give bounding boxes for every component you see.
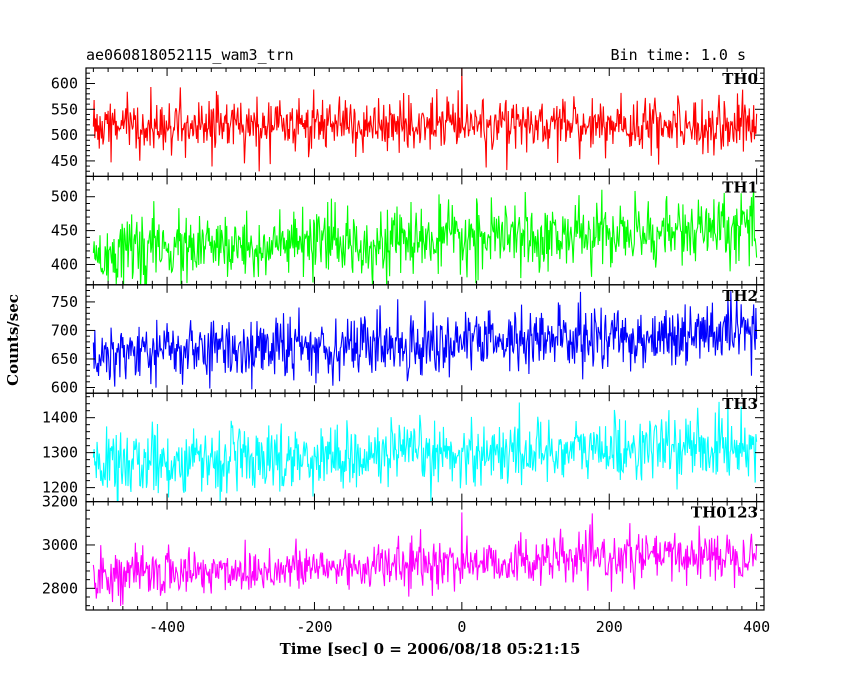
y-tick-label: 1300 bbox=[42, 444, 78, 462]
y-tick-label: 500 bbox=[51, 126, 78, 144]
panel-th3: 1200 1300 1400 TH3 bbox=[42, 392, 765, 503]
chart-title-left: ae060818052115_wam3_trn bbox=[86, 46, 294, 64]
y-axis-label: Counts/sec bbox=[4, 294, 22, 386]
y-tick-label: 2800 bbox=[42, 579, 78, 597]
x-tick-label: -200 bbox=[296, 618, 332, 636]
y-tick-label: 650 bbox=[51, 350, 78, 368]
y-tick-label: 500 bbox=[51, 188, 78, 206]
y-tick-label: 750 bbox=[51, 293, 78, 311]
x-tick-label: -400 bbox=[149, 618, 185, 636]
y-tick-label: 450 bbox=[51, 222, 78, 240]
y-tick-label: 550 bbox=[51, 100, 78, 118]
panel-label-th2: TH2 bbox=[722, 287, 758, 305]
y-tick-label: 3200 bbox=[42, 493, 78, 511]
series-line-th0 bbox=[92, 68, 758, 172]
panel-th1: 400 450 500 TH1 bbox=[51, 175, 765, 286]
y-tick-label: 700 bbox=[51, 321, 78, 339]
panel-th0123: 2800 3000 3200 TH0123 bbox=[42, 493, 765, 611]
series-line-th1 bbox=[92, 189, 758, 285]
series-line-th0123 bbox=[92, 512, 758, 607]
panel-th2: 600 650 700 750 TH2 bbox=[51, 284, 765, 396]
chart-title-right: Bin time: 1.0 s bbox=[611, 46, 746, 64]
x-tick-label: 400 bbox=[743, 618, 770, 636]
x-tick-labels: -400 -200 0 200 400 bbox=[149, 618, 770, 636]
panel-label-th1: TH1 bbox=[722, 178, 758, 196]
panel-frame bbox=[85, 501, 765, 611]
y-tick-label: 1400 bbox=[42, 409, 78, 427]
panel-label-th0123: TH0123 bbox=[691, 504, 758, 522]
panel-label-th0: TH0 bbox=[722, 70, 758, 88]
series-line-th2 bbox=[92, 291, 758, 390]
y-tick-label: 3000 bbox=[42, 536, 78, 554]
y-tick-label: 400 bbox=[51, 255, 78, 273]
panels-group: 450 500 550 600 TH0 400 450 500 TH1 600 650 700 750 T… bbox=[42, 67, 765, 611]
y-tick-label: 600 bbox=[51, 74, 78, 92]
panel-th0: 450 500 550 600 TH0 bbox=[51, 67, 765, 178]
x-tick-label: 0 bbox=[457, 618, 466, 636]
y-tick-label: 600 bbox=[51, 378, 78, 396]
series-line-th3 bbox=[92, 401, 758, 502]
y-tick-label: 1200 bbox=[42, 479, 78, 497]
panel-label-th3: TH3 bbox=[722, 395, 758, 413]
x-axis-label: Time [sec] 0 = 2006/08/18 05:21:15 bbox=[280, 640, 581, 658]
x-tick-label: 200 bbox=[596, 618, 623, 636]
y-tick-label: 450 bbox=[51, 152, 78, 170]
